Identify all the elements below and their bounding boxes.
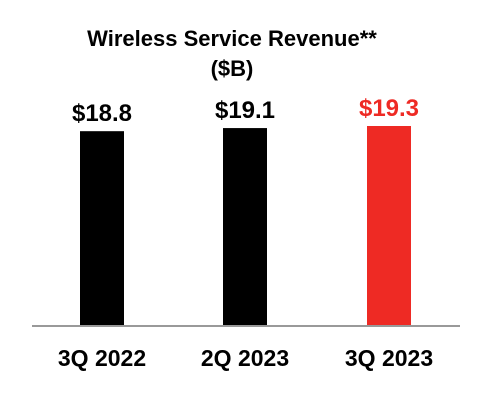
chart-subtitle: ($B) <box>211 56 254 81</box>
bar-3 <box>367 126 411 326</box>
value-label-1: $18.8 <box>72 100 132 127</box>
value-label-2: $19.1 <box>215 97 275 124</box>
category-label-2: 2Q 2023 <box>201 345 289 371</box>
chart-title: Wireless Service Revenue** <box>87 26 377 51</box>
value-label-3: $19.3 <box>359 95 419 122</box>
bars-group: $18.8 3Q 2022 $19.1 2Q 2023 $19.3 3Q 2023 <box>58 95 433 371</box>
bar-1 <box>80 131 124 326</box>
category-label-3: 3Q 2023 <box>345 345 433 371</box>
category-label-1: 3Q 2022 <box>58 345 146 371</box>
bar-2 <box>223 128 267 326</box>
